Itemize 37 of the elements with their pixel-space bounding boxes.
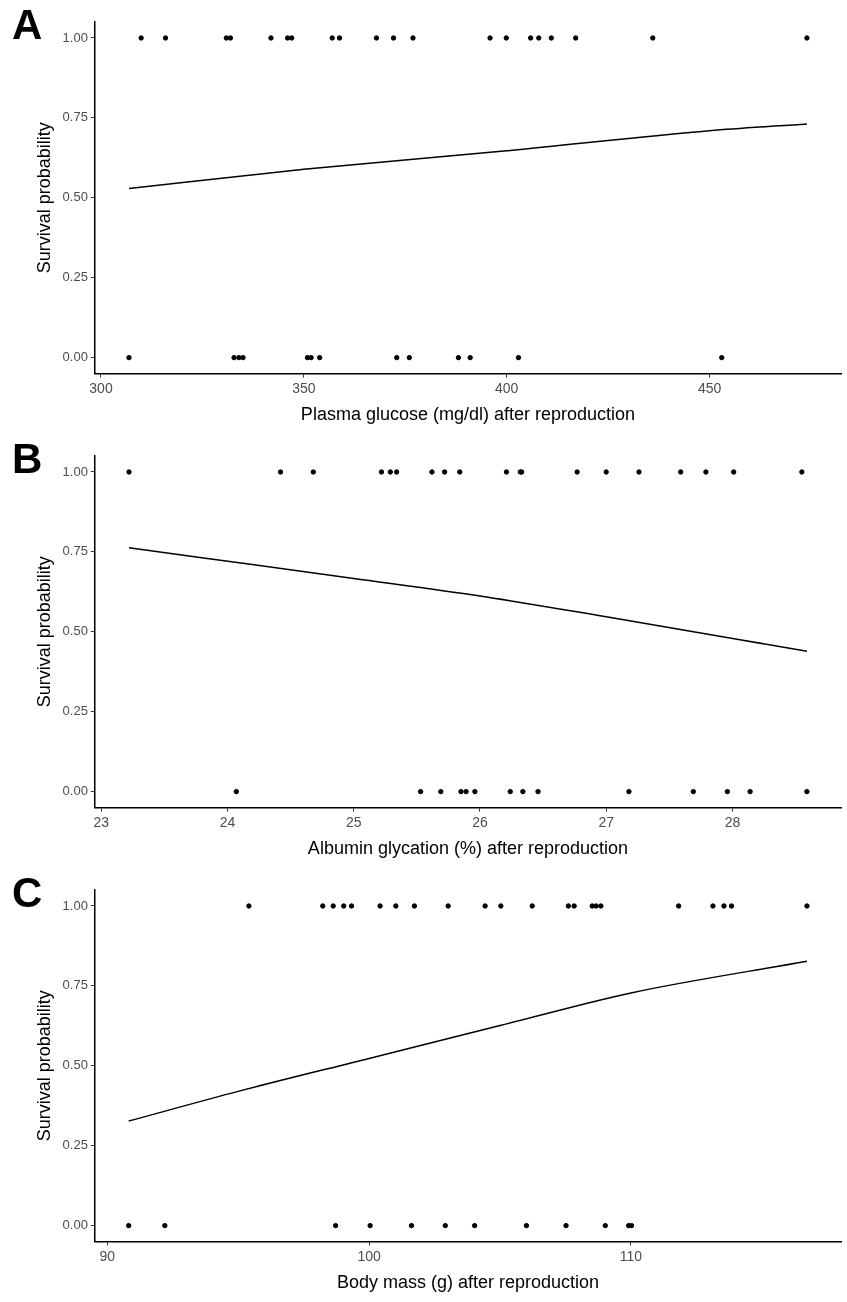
x-tick-label: 100: [357, 1247, 381, 1264]
x-tick-label: 300: [89, 379, 113, 396]
x-tick-label: 27: [598, 813, 615, 830]
y-axis-title: Survival probability: [33, 990, 54, 1142]
x-tick-label: 350: [292, 379, 316, 396]
y-tick-label: 0.75: [62, 543, 88, 559]
y-tick-label: 0.75: [62, 109, 88, 125]
x-tick-label: 23: [93, 813, 110, 830]
x-tick-label: 24: [219, 813, 236, 830]
x-axis-title: Body mass (g) after reproduction: [336, 1272, 600, 1293]
y-axis-title: Survival probability: [33, 122, 54, 274]
y-tick-label: 1.00: [62, 897, 88, 913]
y-axis-title: Survival probability: [33, 556, 54, 708]
x-tick-label: 25: [345, 813, 362, 830]
y-tick-label: 0.00: [62, 783, 88, 799]
y-tick-label: 0.25: [62, 1137, 88, 1153]
y-tick-label: 0.50: [62, 1057, 88, 1073]
x-tick-label: 90: [99, 1247, 116, 1264]
chart-title: C: [12, 868, 43, 916]
chart-title: A: [12, 0, 43, 48]
y-tick-label: 0.00: [62, 1217, 88, 1233]
y-tick-label: 0.00: [62, 349, 88, 365]
chart-title: B: [12, 434, 43, 482]
y-tick-label: 0.50: [62, 623, 88, 639]
x-tick-label: 28: [724, 813, 741, 830]
y-tick-label: 0.75: [62, 977, 88, 993]
x-tick-label: 450: [697, 379, 722, 396]
y-tick-label: 0.25: [62, 269, 88, 285]
y-tick-label: 0.25: [62, 703, 88, 719]
x-tick-label: 26: [472, 813, 488, 830]
x-tick-label: 400: [495, 379, 519, 396]
x-axis-title: Albumin glycation (%) after reproduction: [307, 838, 629, 859]
y-tick-label: 1.00: [62, 29, 88, 45]
x-tick-label: 110: [619, 1247, 643, 1264]
y-tick-label: 1.00: [62, 463, 88, 479]
y-tick-label: 0.50: [62, 189, 88, 205]
x-axis-title: Plasma glucose (mg/dl) after reproduction: [300, 404, 636, 425]
